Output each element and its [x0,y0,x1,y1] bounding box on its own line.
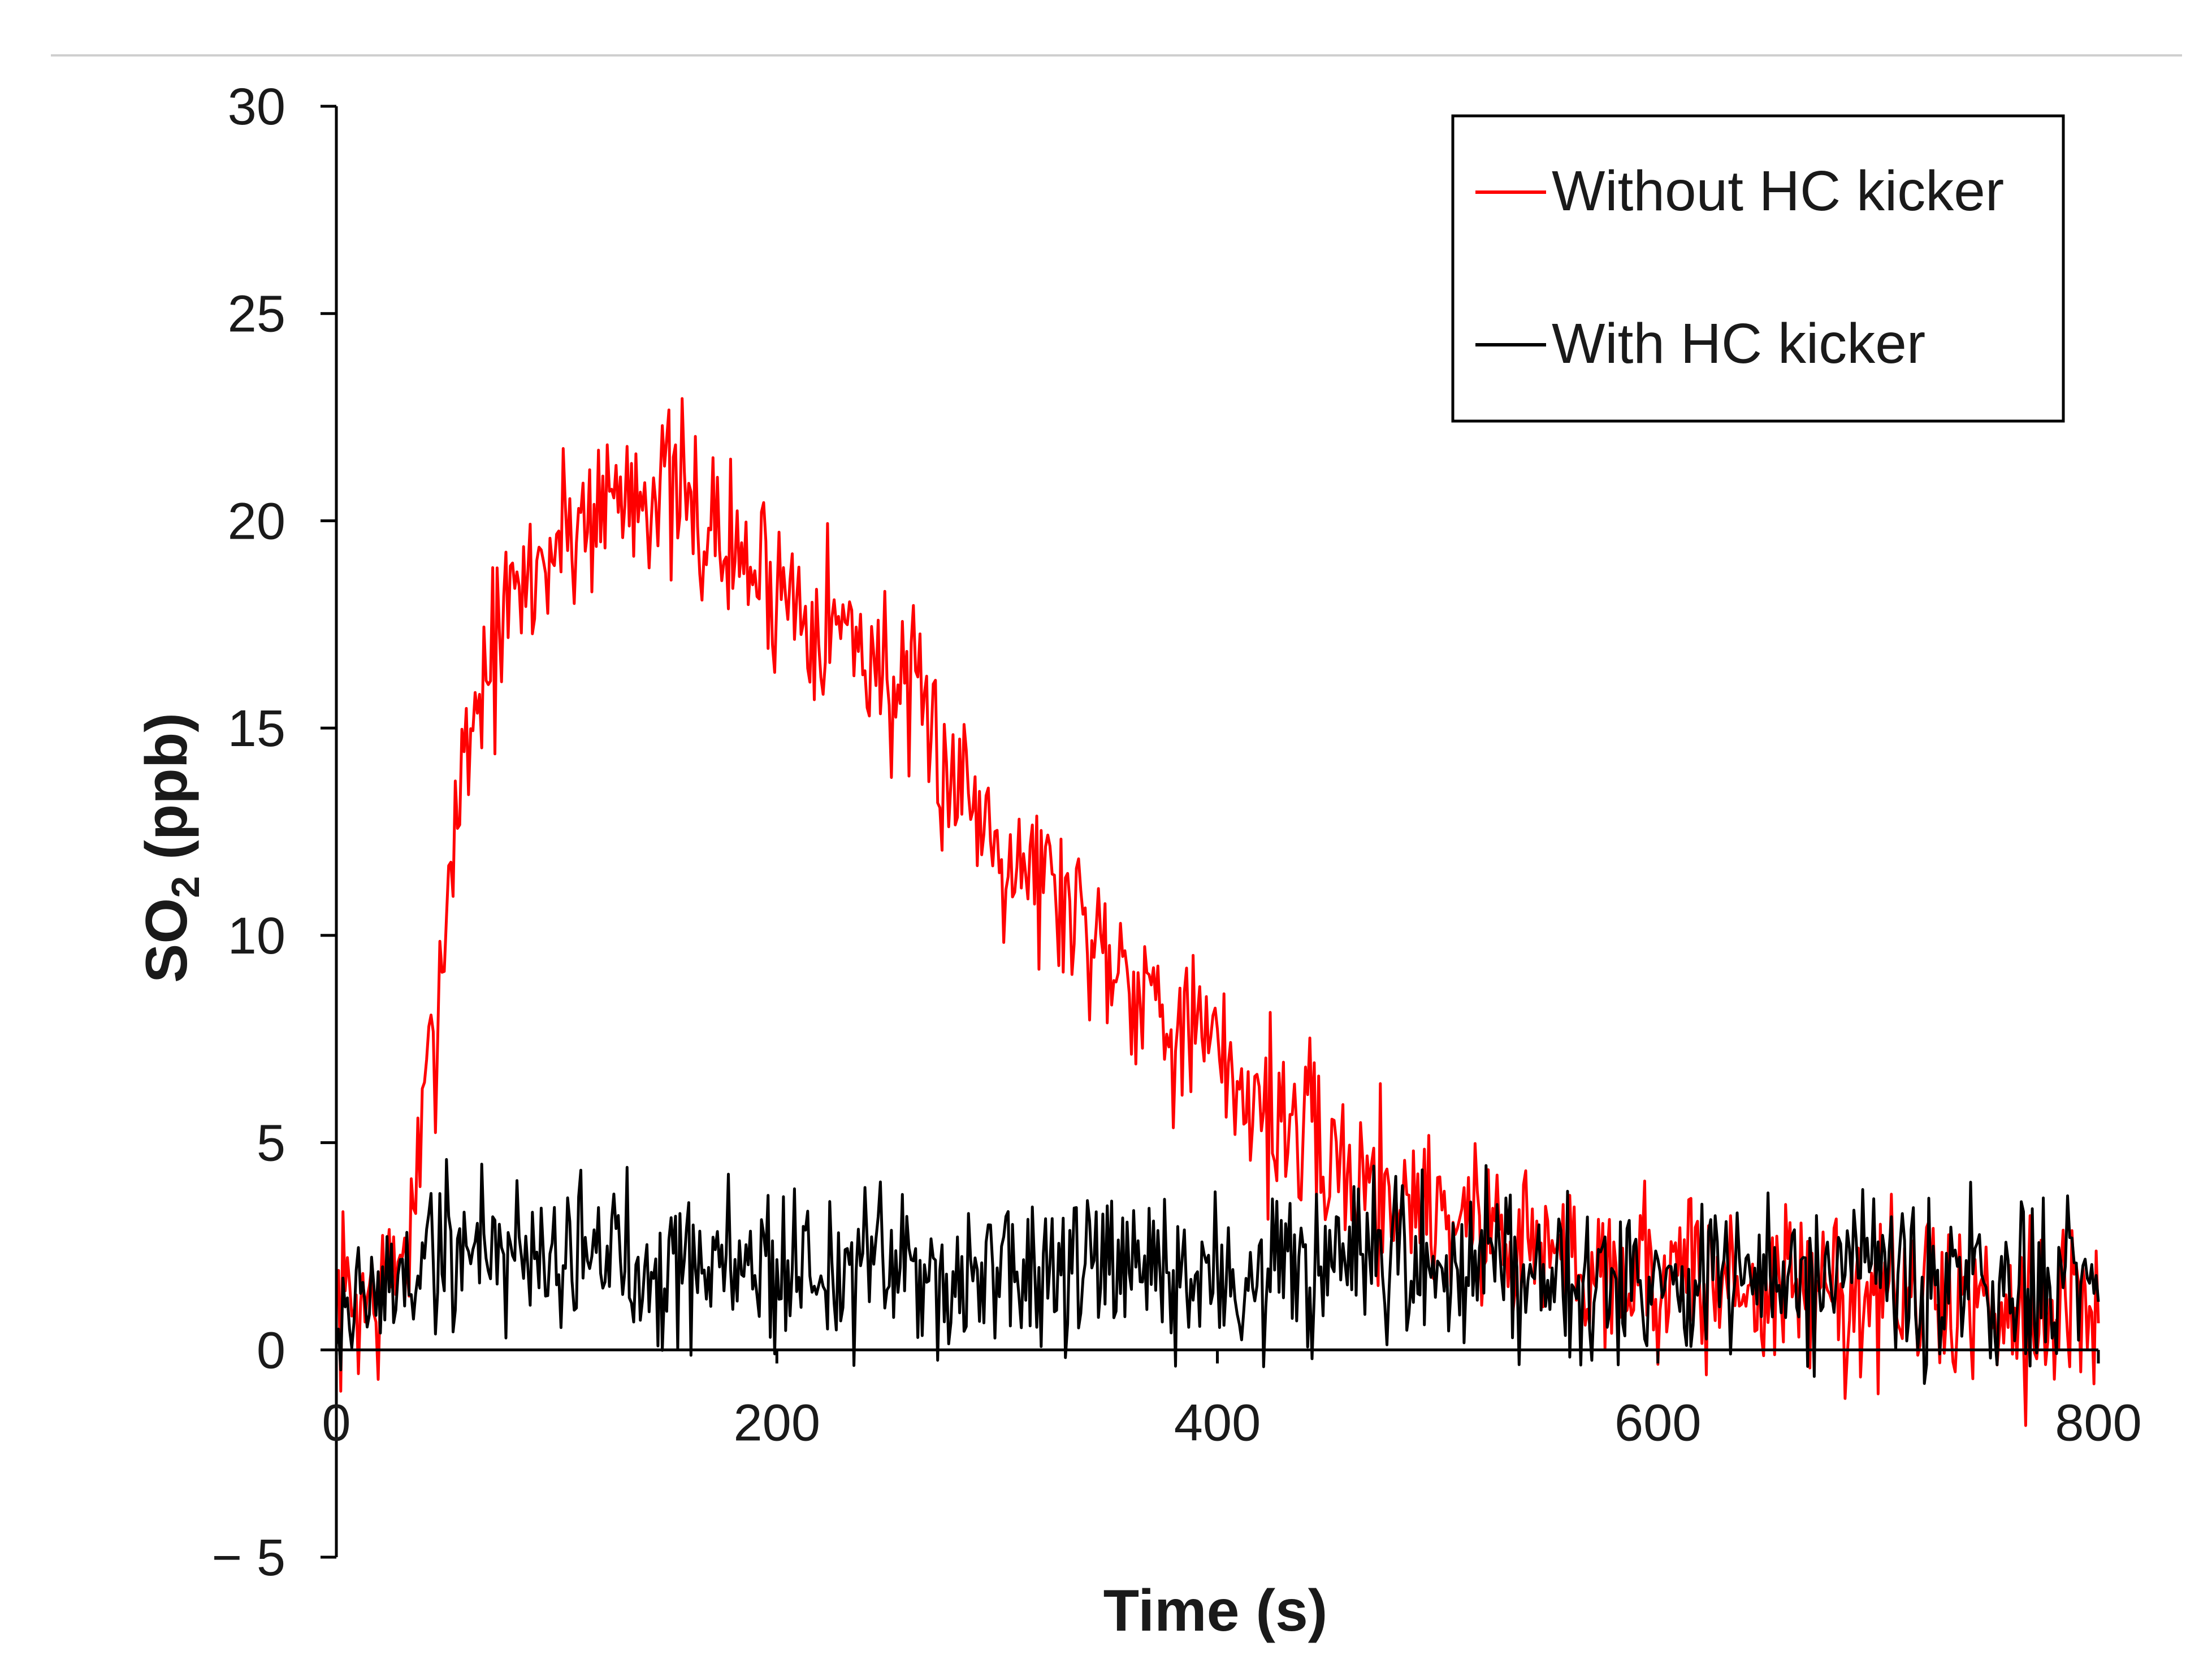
x-axis-ticks: 0 200 400 600 800 [322,1350,2142,1451]
series-layer [335,397,2100,1427]
x-tick-label-2: 400 [1174,1394,1261,1451]
legend-label-without-hc-kicker: Without HC kicker [1552,159,2004,223]
y-tick-label-5: 20 [228,492,285,550]
y-axis-title-unit: (ppb) [134,713,200,876]
x-tick-label-0: 0 [322,1394,350,1451]
y-tick-label-6: 25 [228,285,285,343]
x-axis-title: Time (s) [1103,1578,1328,1644]
legend-label-with-hc-kicker: With HC kicker [1552,312,1925,375]
y-tick-label-7: 30 [228,78,285,136]
y-tick-label-0: − 5 [212,1529,285,1587]
y-axis-ticks: − 5 0 5 10 15 20 25 30 [212,78,336,1587]
y-tick-label-2: 5 [257,1115,285,1172]
y-tick-label-1: 0 [257,1321,285,1379]
x-tick-label-4: 800 [2055,1394,2142,1451]
series-line-with-hc-kicker [335,1158,2100,1385]
legend-box [1451,114,2065,423]
y-axis-title-subscript: 2 [163,876,207,898]
legend: Without HC kicker With HC kicker [1451,114,2065,423]
x-tick-label-1: 200 [734,1394,821,1451]
series-line-without-hc-kicker [335,397,2100,1427]
x-tick-label-3: 600 [1614,1394,1702,1451]
y-tick-label-4: 15 [228,700,285,757]
y-axis-title-main: SO [134,898,200,983]
y-tick-label-3: 10 [228,907,285,965]
plot-area: − 5 0 5 10 15 20 25 30 0 200 400 600 800 [212,78,2142,1587]
y-axis-title: SO2 (ppb) [134,713,207,983]
